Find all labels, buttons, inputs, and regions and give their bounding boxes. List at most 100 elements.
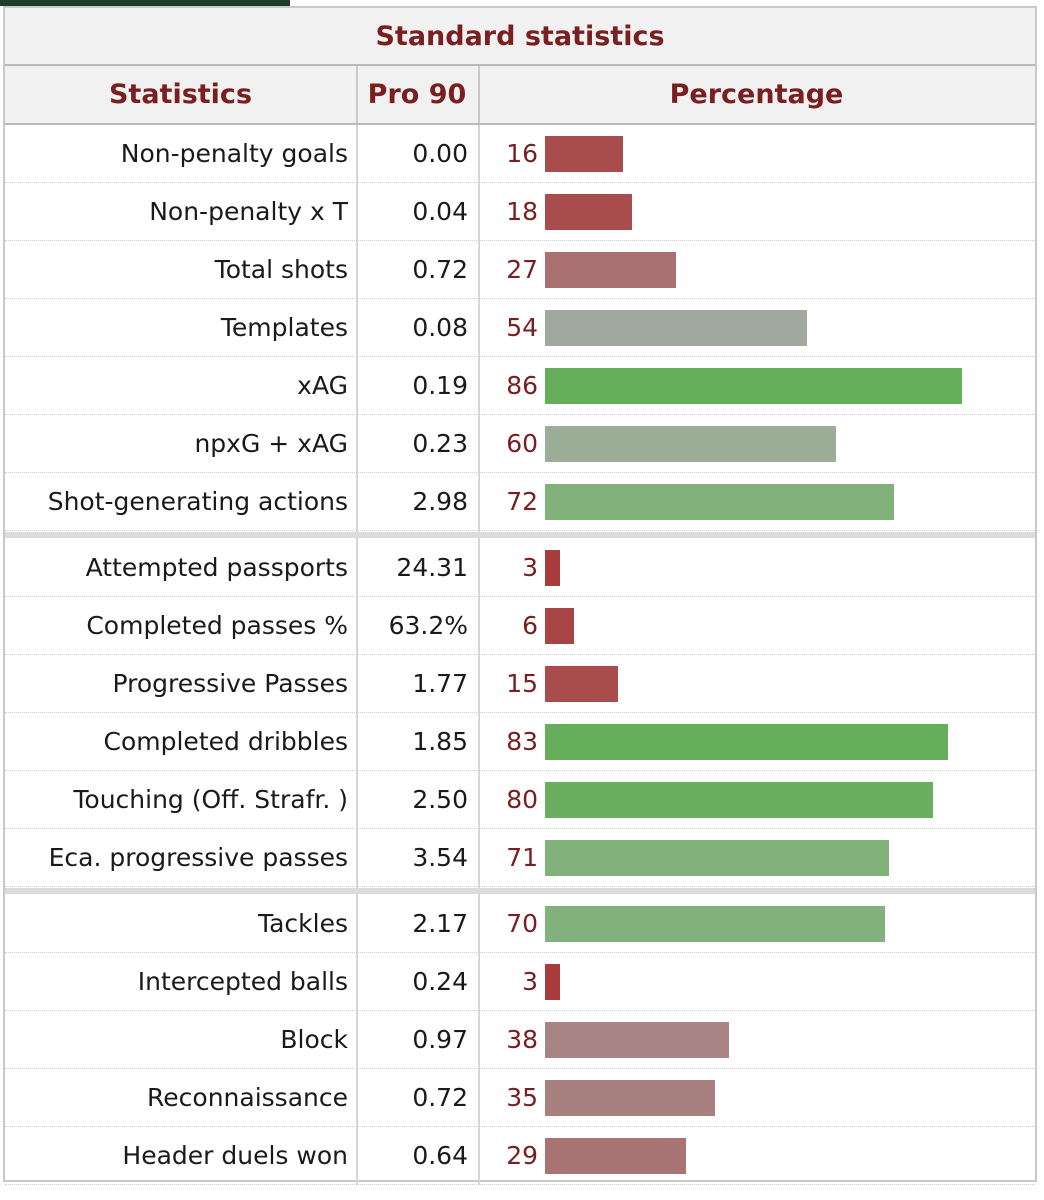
percentile-bar — [545, 906, 885, 942]
percentile-bar — [545, 484, 894, 520]
stat-per90-value: 1.77 — [412, 669, 468, 698]
stat-per90-value: 0.23 — [412, 429, 468, 458]
stat-label: Shot-generating actions — [47, 487, 348, 516]
table-row: Reconnaissance 0.72 35 — [5, 1069, 1035, 1127]
table-row: Non-penalty goals 0.00 16 — [5, 125, 1035, 183]
stat-per90-value: 0.04 — [412, 197, 468, 226]
stats-table: Standard statistics Statistics Pro 90 Pe… — [3, 6, 1037, 1185]
stat-percentile-value: 27 — [506, 255, 538, 284]
stat-percentile-value: 3 — [522, 553, 538, 582]
stat-label: Block — [280, 1025, 348, 1054]
percentile-bar — [545, 136, 623, 172]
table-row: Tackles 2.17 70 — [5, 895, 1035, 953]
table-row: Touching (Off. Strafr. ) 2.50 80 — [5, 771, 1035, 829]
group-separator — [5, 888, 1035, 894]
stat-percentile-value: 6 — [522, 611, 538, 640]
stat-percentile-value: 71 — [506, 843, 538, 872]
stat-per90-value: 0.72 — [412, 1083, 468, 1112]
stat-label: Attempted passports — [85, 553, 348, 582]
table-body: Non-penalty goals 0.00 16 Non-penalty x T 0.… — [5, 125, 1035, 1185]
stat-label: Non-penalty x T — [149, 197, 348, 226]
stat-per90-value: 1.85 — [412, 727, 468, 756]
stat-percentile-value: 15 — [506, 669, 538, 698]
percentile-bar — [545, 1080, 715, 1116]
stat-per90-value: 0.97 — [412, 1025, 468, 1054]
percentile-bar — [545, 1138, 686, 1174]
stat-per90-value: 0.19 — [412, 371, 468, 400]
active-tab-indicator — [0, 0, 290, 6]
stat-percentile-value: 70 — [506, 909, 538, 938]
stat-label: Reconnaissance — [147, 1083, 348, 1112]
header-per90[interactable]: Pro 90 — [356, 66, 480, 123]
stat-percentile-value: 83 — [506, 727, 538, 756]
stat-percentile-value: 72 — [506, 487, 538, 516]
stat-label: Progressive Passes — [112, 669, 349, 698]
percentile-bar — [545, 840, 889, 876]
table-title-bar: Standard statistics — [5, 8, 1035, 66]
stat-percentile-value: 16 — [506, 139, 538, 168]
percentile-bar — [545, 964, 560, 1000]
percentile-bar — [545, 252, 676, 288]
percentile-bar — [545, 608, 574, 644]
header-statistics[interactable]: Statistics — [5, 66, 358, 123]
stat-percentile-value: 60 — [506, 429, 538, 458]
table-row: npxG + xAG 0.23 60 — [5, 415, 1035, 473]
percentile-bar — [545, 310, 807, 346]
stat-label: Header duels won — [122, 1141, 348, 1170]
stat-per90-value: 2.98 — [412, 487, 468, 516]
column-divider — [356, 125, 358, 1185]
stat-label: Total shots — [214, 255, 348, 284]
percentile-bar — [545, 194, 632, 230]
stat-per90-value: 0.64 — [412, 1141, 468, 1170]
stat-per90-value: 63.2% — [388, 611, 468, 640]
percentile-bar — [545, 666, 618, 702]
stat-label: Completed dribbles — [103, 727, 348, 756]
stat-per90-value: 0.00 — [412, 139, 468, 168]
percentile-bar — [545, 368, 962, 404]
stat-percentile-value: 54 — [506, 313, 538, 342]
stat-label: xAG — [297, 371, 348, 400]
stat-percentile-value: 38 — [506, 1025, 538, 1054]
header-percentage[interactable]: Percentage — [669, 79, 844, 110]
stat-label: Intercepted balls — [137, 967, 348, 996]
stat-percentile-value: 86 — [506, 371, 538, 400]
stat-percentile-value: 18 — [506, 197, 538, 226]
stat-per90-value: 2.17 — [412, 909, 468, 938]
percentile-bar — [545, 724, 948, 760]
stat-percentile-value: 80 — [506, 785, 538, 814]
stat-label: Eca. progressive passes — [48, 843, 348, 872]
column-divider — [478, 125, 480, 1185]
stat-label: Completed passes % — [86, 611, 348, 640]
table-row: Header duels won 0.64 29 — [5, 1127, 1035, 1185]
stat-percentile-value: 35 — [506, 1083, 538, 1112]
percentile-bar — [545, 1022, 729, 1058]
percentile-bar — [545, 550, 560, 586]
table-row: Completed passes % 63.2% 6 — [5, 597, 1035, 655]
table-row: Eca. progressive passes 3.54 71 — [5, 829, 1035, 887]
table-header-row: Statistics Pro 90 Percentage — [5, 66, 1035, 125]
table-row: xAG 0.19 86 — [5, 357, 1035, 415]
stat-per90-value: 0.72 — [412, 255, 468, 284]
table-row: Block 0.97 38 — [5, 1011, 1035, 1069]
percentile-bar — [545, 782, 933, 818]
stat-label: Templates — [220, 313, 348, 342]
table-row: Intercepted balls 0.24 3 — [5, 953, 1035, 1011]
percentile-bar — [545, 426, 836, 462]
table-row: Non-penalty x T 0.04 18 — [5, 183, 1035, 241]
stat-label: Non-penalty goals — [120, 139, 348, 168]
table-row: Progressive Passes 1.77 15 — [5, 655, 1035, 713]
stat-label: npxG + xAG — [194, 429, 348, 458]
stat-per90-value: 3.54 — [412, 843, 468, 872]
stat-label: Touching (Off. Strafr. ) — [73, 785, 348, 814]
stat-label: Tackles — [257, 909, 348, 938]
table-row: Attempted passports 24.31 3 — [5, 539, 1035, 597]
table-title: Standard statistics — [375, 20, 665, 52]
stat-per90-value: 0.08 — [412, 313, 468, 342]
stat-percentile-value: 29 — [506, 1141, 538, 1170]
table-row: Shot-generating actions 2.98 72 — [5, 473, 1035, 531]
stat-per90-value: 24.31 — [396, 553, 468, 582]
stat-per90-value: 0.24 — [412, 967, 468, 996]
stat-per90-value: 2.50 — [412, 785, 468, 814]
stat-percentile-value: 3 — [522, 967, 538, 996]
table-row: Templates 0.08 54 — [5, 299, 1035, 357]
